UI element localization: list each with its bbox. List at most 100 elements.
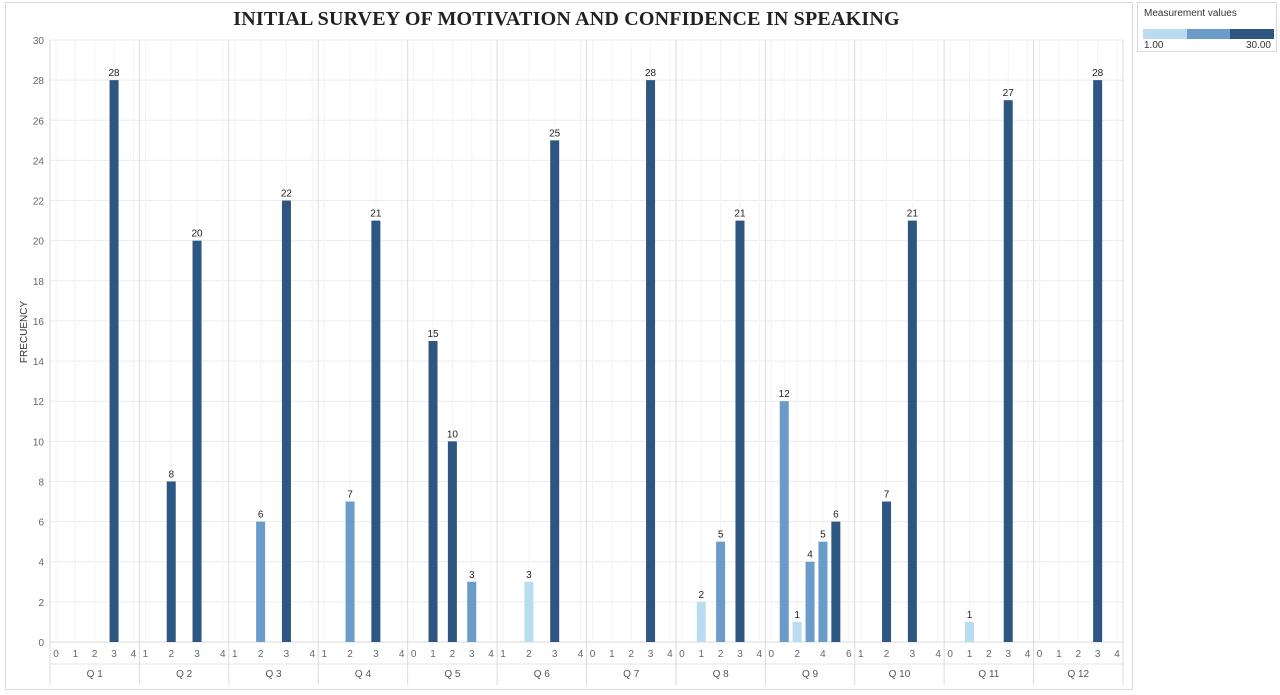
y-tick-label: 30 <box>33 36 45 47</box>
legend-max-label: 30.00 <box>1245 40 1271 51</box>
bar-value-label: 21 <box>907 209 919 220</box>
x-tick-label: 0 <box>947 649 953 660</box>
group-label: Q 10 <box>889 669 911 680</box>
x-tick-label: 3 <box>373 649 379 660</box>
bar-value-label: 8 <box>168 469 174 480</box>
x-tick-label: 3 <box>552 649 558 660</box>
x-tick-label: 4 <box>578 649 584 660</box>
bar-value-label: 7 <box>347 490 353 501</box>
bar-value-label: 10 <box>447 429 459 440</box>
y-tick-label: 22 <box>33 197 45 208</box>
group-label: Q 11 <box>978 669 999 680</box>
bar <box>882 501 892 642</box>
bar <box>550 140 560 643</box>
y-tick-label: 12 <box>33 397 45 408</box>
y-tick-label: 4 <box>38 558 44 569</box>
legend-min-label: 1.00 <box>1144 40 1164 51</box>
x-tick-label: 2 <box>794 649 800 660</box>
group-label: Q 7 <box>623 669 640 680</box>
x-tick-label: 6 <box>846 649 852 660</box>
bar-value-label: 21 <box>370 209 382 220</box>
bar-value-label: 6 <box>258 510 264 521</box>
x-tick-label: 1 <box>967 649 973 660</box>
bar <box>831 521 841 642</box>
y-tick-label: 14 <box>33 357 45 368</box>
bar <box>467 581 477 642</box>
group-label: Q 5 <box>444 669 461 680</box>
y-tick-label: 2 <box>38 598 44 609</box>
bar <box>818 541 828 642</box>
group-label: Q 9 <box>802 669 819 680</box>
x-tick-label: 3 <box>469 649 475 660</box>
x-tick-label: 2 <box>986 649 992 660</box>
x-tick-label: 1 <box>143 649 149 660</box>
group-label: Q 6 <box>534 669 551 680</box>
x-tick-label: 3 <box>648 649 654 660</box>
x-tick-label: 2 <box>258 649 264 660</box>
x-tick-label: 4 <box>309 649 315 660</box>
group-label: Q 1 <box>87 669 104 680</box>
x-tick-label: 0 <box>411 649 417 660</box>
x-tick-label: 4 <box>820 649 826 660</box>
x-tick-label: 2 <box>450 649 456 660</box>
bar <box>281 200 291 643</box>
x-tick-label: 4 <box>399 649 405 660</box>
bar-value-label: 7 <box>884 490 890 501</box>
legend-swatch-light <box>1143 29 1187 39</box>
bar-value-label: 2 <box>698 590 704 601</box>
x-tick-label: 0 <box>1037 649 1043 660</box>
x-tick-label: 3 <box>1005 649 1011 660</box>
bar-value-label: 27 <box>1003 88 1015 99</box>
bar-value-label: 28 <box>1092 68 1104 79</box>
bar <box>646 80 656 643</box>
y-tick-label: 10 <box>33 437 45 448</box>
x-tick-label: 3 <box>737 649 743 660</box>
bar-value-label: 21 <box>734 209 746 220</box>
x-tick-label: 4 <box>757 649 763 660</box>
bar <box>371 220 381 642</box>
x-tick-label: 0 <box>590 649 596 660</box>
y-axis-label: FRECUENCY <box>19 301 30 364</box>
bar-value-label: 15 <box>427 329 439 340</box>
x-tick-label: 2 <box>884 649 890 660</box>
y-tick-label: 8 <box>38 477 44 488</box>
x-tick-label: 0 <box>679 649 685 660</box>
bar <box>428 341 438 642</box>
x-tick-label: 1 <box>321 649 327 660</box>
x-tick-label: 1 <box>430 649 436 660</box>
bar <box>696 601 706 642</box>
chart-title: INITIAL SURVEY OF MOTIVATION AND CONFIDE… <box>233 8 900 30</box>
y-tick-label: 16 <box>33 317 45 328</box>
bar <box>792 621 802 642</box>
x-tick-label: 3 <box>284 649 290 660</box>
bar <box>716 541 726 642</box>
y-tick-label: 0 <box>38 638 44 649</box>
bar <box>907 220 917 642</box>
y-tick-label: 26 <box>33 116 45 127</box>
legend-title: Measurement values <box>1144 8 1237 19</box>
legend-swatch-dark <box>1230 29 1275 39</box>
bar <box>805 561 815 642</box>
x-tick-label: 4 <box>667 649 673 660</box>
bar <box>192 240 202 642</box>
y-tick-label: 20 <box>33 237 45 248</box>
x-tick-label: 1 <box>73 649 79 660</box>
bar <box>1093 80 1103 643</box>
x-tick-label: 1 <box>698 649 704 660</box>
x-tick-label: 2 <box>628 649 634 660</box>
bar <box>1003 100 1013 642</box>
color-legend: Measurement values 1.00 30.00 <box>1137 2 1277 52</box>
x-tick-label: 1 <box>1056 649 1062 660</box>
x-tick-label: 3 <box>910 649 916 660</box>
bar <box>735 220 745 642</box>
x-tick-label: 2 <box>718 649 724 660</box>
x-tick-label: 1 <box>858 649 864 660</box>
y-tick-label: 24 <box>33 156 45 167</box>
x-tick-label: 3 <box>1095 649 1101 660</box>
y-tick-label: 28 <box>33 76 45 87</box>
x-tick-label: 0 <box>769 649 775 660</box>
x-tick-label: 2 <box>92 649 98 660</box>
x-tick-label: 3 <box>194 649 200 660</box>
x-tick-label: 1 <box>232 649 238 660</box>
x-tick-label: 4 <box>1114 649 1120 660</box>
